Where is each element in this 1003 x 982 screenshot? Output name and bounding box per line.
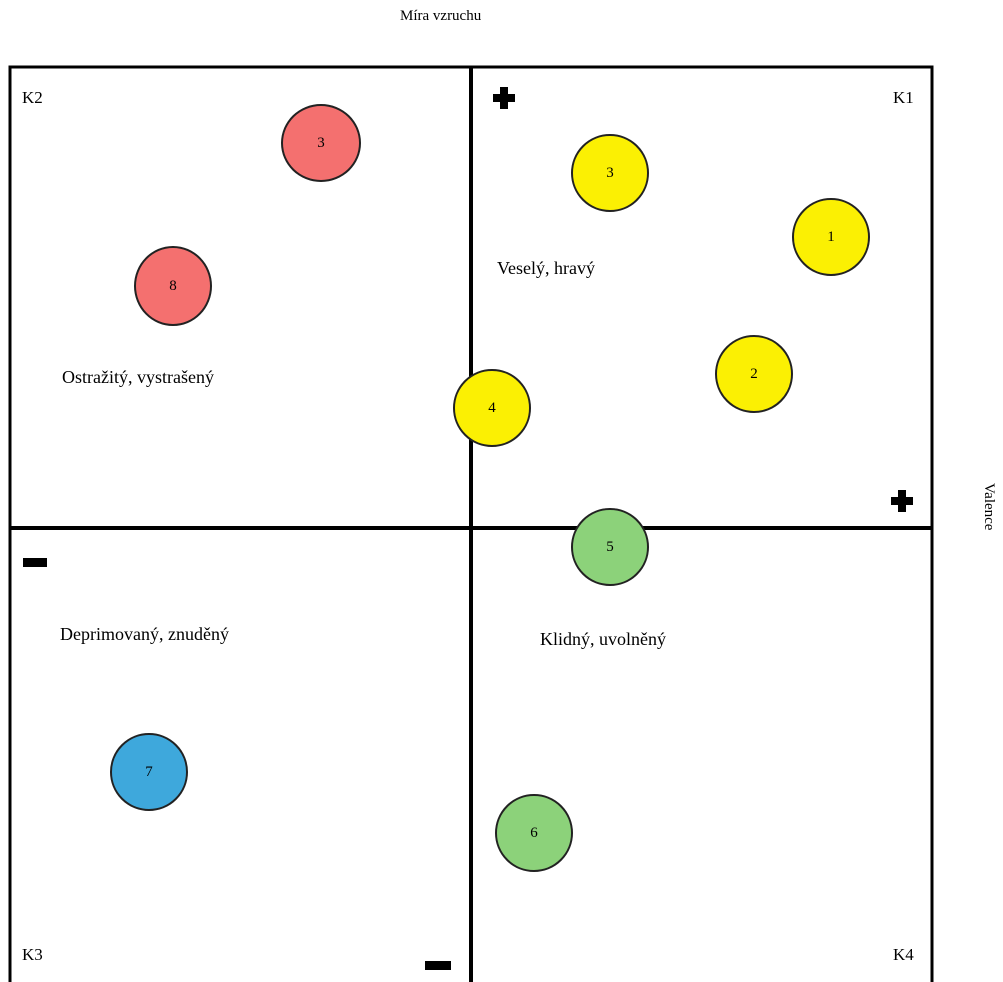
- quadrant-label-k2: Ostražitý, vystrašený: [62, 367, 214, 387]
- quadrant-id-k4: K4: [893, 945, 914, 964]
- minus-icon-horizontal: [23, 558, 47, 567]
- minus-icon-vertical: [425, 961, 451, 970]
- point-circle: 6: [495, 794, 573, 872]
- plus-icon-horizontal: [891, 490, 913, 512]
- point-circle: 5: [571, 508, 649, 586]
- point-circle: 4: [453, 369, 531, 447]
- point-circle: 3: [571, 134, 649, 212]
- quadrant-label-k3: Deprimovaný, znuděný: [60, 624, 229, 644]
- point-circle: 1: [792, 198, 870, 276]
- quadrant-id-k3: K3: [22, 945, 43, 964]
- point-circle: 2: [715, 335, 793, 413]
- quadrant-label-k4: Klidný, uvolněný: [540, 629, 666, 649]
- quadrant-label-k1: Veselý, hravý: [497, 258, 595, 278]
- quadrant-id-k2: K2: [22, 88, 43, 107]
- vertical-axis-label: Míra vzruchu: [400, 8, 482, 24]
- point-circle: 7: [110, 733, 188, 811]
- point-circle: 8: [134, 246, 212, 326]
- plus-icon-vertical: [493, 87, 515, 109]
- quadrant-id-k1: K1: [893, 88, 914, 107]
- point-circle: 3: [281, 104, 361, 182]
